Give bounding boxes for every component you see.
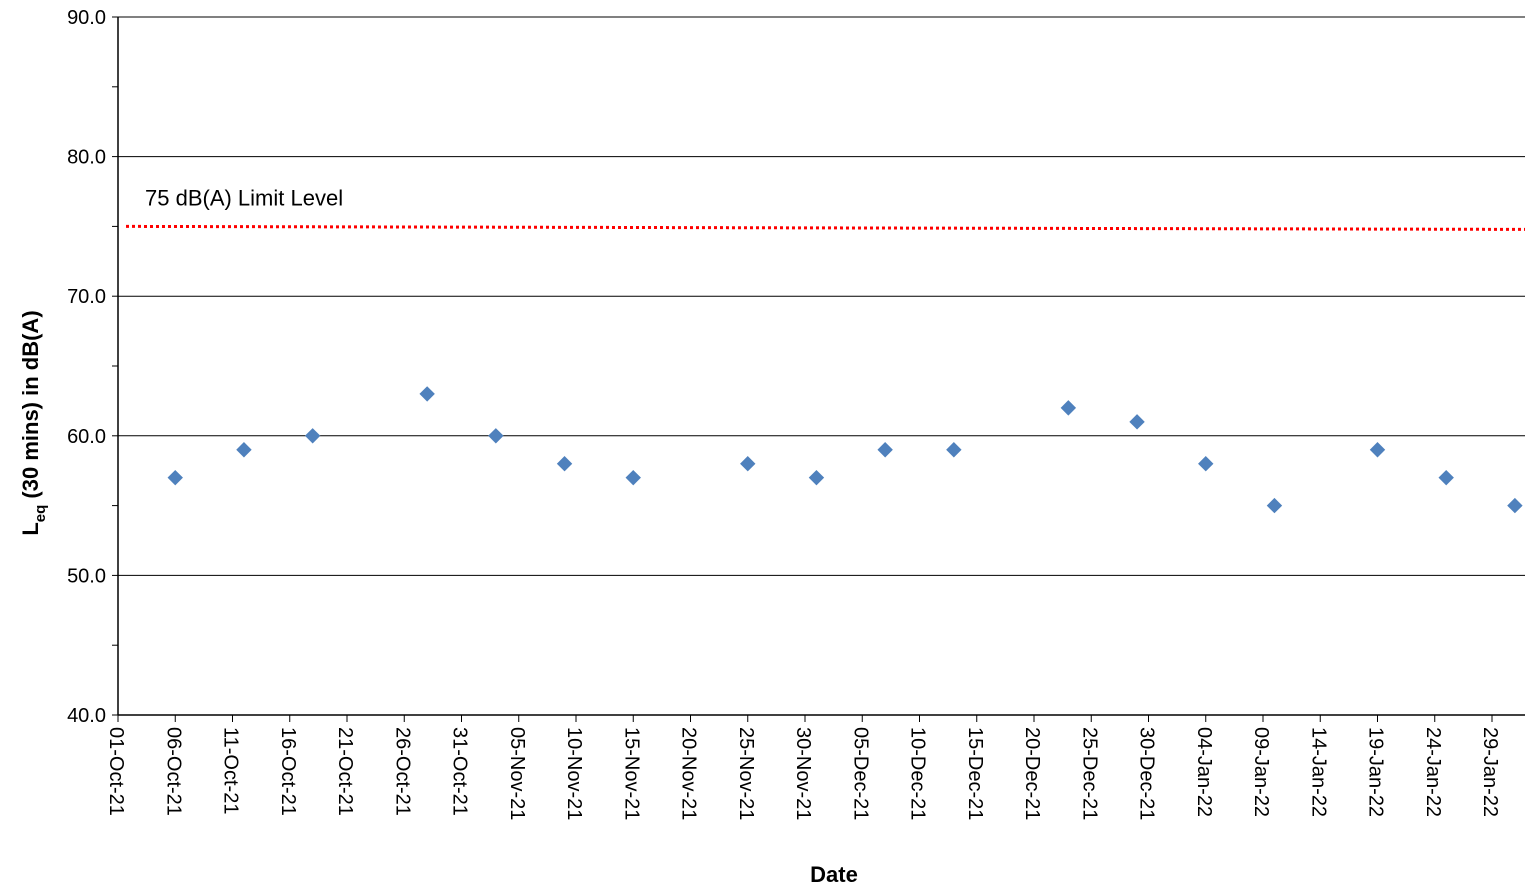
x-tick-label: 26-Oct-21 (391, 727, 413, 816)
data-points (167, 386, 1523, 514)
x-tick-label: 29-Jan-22 (1479, 727, 1501, 817)
limit-level-line (125, 224, 1525, 231)
data-point (167, 469, 183, 486)
data-point (1369, 442, 1386, 458)
x-tick-label: 05-Dec-21 (849, 727, 871, 820)
y-tick-label: 40.0 (67, 705, 106, 727)
data-point (808, 469, 825, 486)
data-point (419, 386, 435, 402)
x-tick-label: 14-Jan-22 (1307, 727, 1329, 817)
data-point (740, 456, 756, 472)
data-point (1060, 400, 1077, 416)
x-tick-label: 30-Dec-21 (1136, 727, 1158, 820)
data-point (1438, 469, 1454, 486)
y-tick-label: 60.0 (67, 426, 106, 448)
x-tick-label: 20-Nov-21 (678, 727, 700, 820)
y-tick-labels: 40.0 50.0 60.0 70.0 80.0 90.0 (67, 7, 106, 727)
x-tick-label: 06-Oct-21 (162, 727, 184, 816)
x-tick-label: 10-Dec-21 (907, 727, 929, 820)
data-point (1266, 497, 1283, 514)
data-point (1507, 497, 1523, 514)
data-point (236, 442, 252, 458)
y-tick-label: 70.0 (67, 286, 106, 308)
data-point (1129, 414, 1145, 430)
y-axis-title-subscript: eq (32, 505, 49, 523)
y-tick-label: 90.0 (67, 7, 106, 29)
axes (112, 16, 1525, 722)
gridlines (118, 16, 1525, 576)
data-point (488, 428, 504, 444)
y-tick-label: 50.0 (67, 565, 106, 587)
x-tick-label: 11-Oct-21 (220, 727, 242, 814)
x-axis-title: Date (810, 862, 858, 887)
y-tick-label: 80.0 (67, 147, 106, 169)
data-point (556, 456, 573, 472)
data-point (304, 428, 321, 444)
x-tick-label: 16-Oct-21 (277, 727, 299, 816)
x-tick-label: 24-Jan-22 (1422, 727, 1444, 817)
y-axis-title-main: L (18, 522, 43, 535)
x-tick-label: 15-Nov-21 (620, 727, 642, 820)
x-tick-label: 20-Dec-21 (1021, 727, 1043, 820)
data-point (877, 442, 893, 458)
x-tick-label: 05-Nov-21 (506, 727, 528, 820)
x-tick-label: 25-Dec-21 (1078, 727, 1100, 820)
y-axis-title: Leq (30 mins) in dB(A) (18, 310, 49, 535)
data-point (1198, 456, 1214, 472)
x-tick-label: 15-Dec-21 (964, 727, 986, 820)
data-point (946, 442, 962, 458)
data-point (625, 469, 641, 486)
x-tick-label: 31-Oct-21 (449, 727, 471, 816)
limit-level-label: 75 dB(A) Limit Level (145, 185, 343, 210)
x-tick-labels: 01-Oct-21 06-Oct-21 11-Oct-21 16-Oct-21 21-O… (105, 727, 1501, 820)
x-tick-label: 19-Jan-22 (1365, 727, 1387, 817)
x-tick-label: 01-Oct-21 (105, 727, 127, 816)
x-tick-label: 10-Nov-21 (563, 727, 585, 820)
x-tick-label: 21-Oct-21 (334, 727, 356, 816)
x-tick-label: 25-Nov-21 (735, 727, 757, 820)
x-tick-label: 04-Jan-22 (1193, 727, 1215, 817)
x-tick-label: 09-Jan-22 (1250, 727, 1272, 817)
limit-level: 75 dB(A) Limit Level (125, 185, 1525, 231)
x-tick-label: 30-Nov-21 (792, 727, 814, 820)
y-axis-title-rest: (30 mins) in dB(A) (18, 310, 43, 504)
